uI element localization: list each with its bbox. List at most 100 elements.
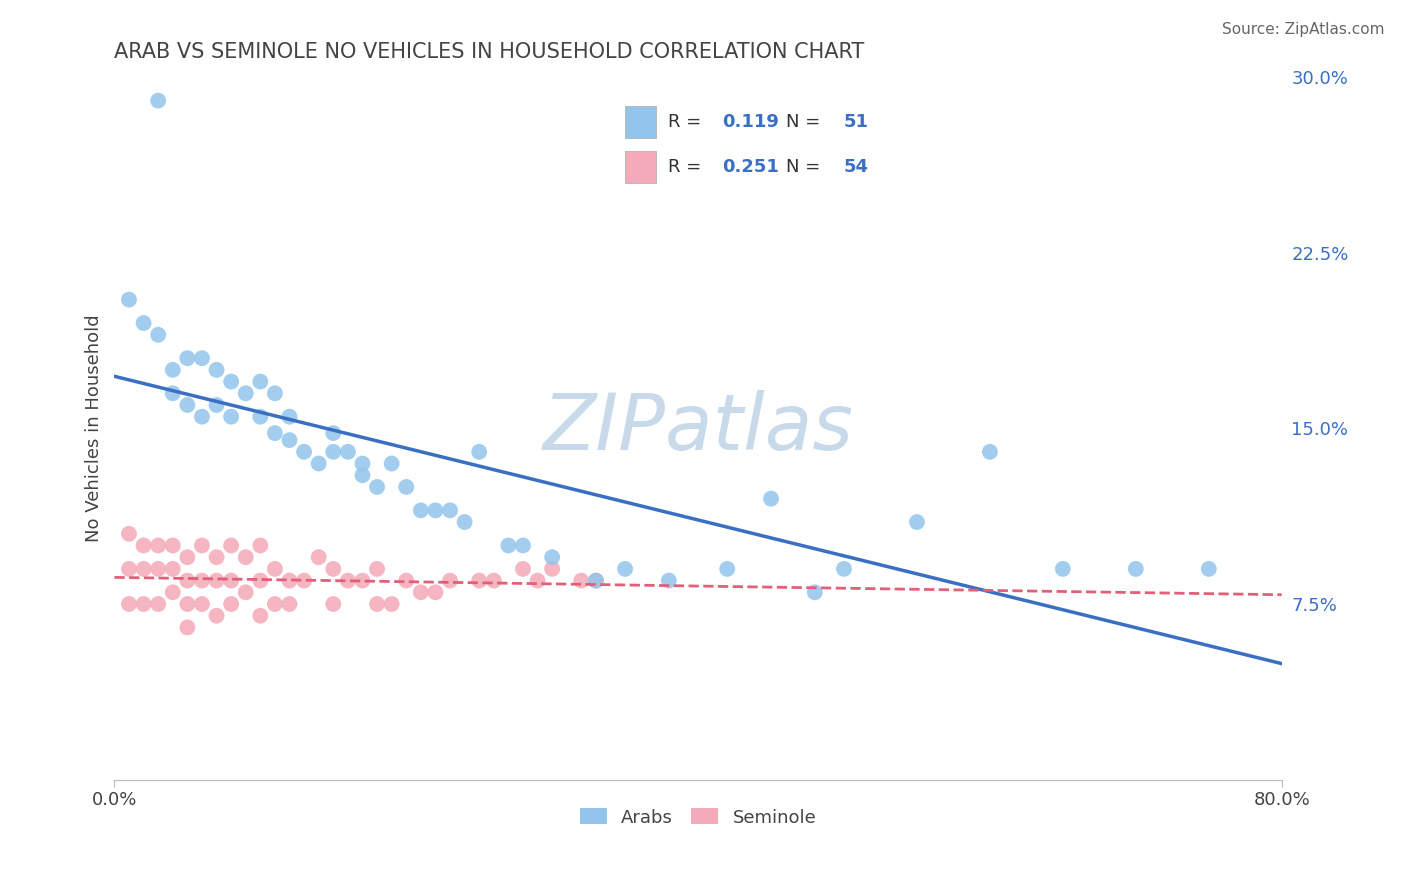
Point	[191, 574, 214, 588]
Point	[148, 562, 170, 576]
Point	[352, 457, 374, 471]
Point	[219, 574, 242, 588]
Point	[425, 503, 447, 517]
Point	[162, 363, 184, 377]
Point	[352, 574, 374, 588]
Point	[132, 597, 155, 611]
Point	[482, 574, 505, 588]
Point	[468, 445, 491, 459]
Point	[118, 293, 141, 307]
Point	[381, 597, 404, 611]
Point	[278, 574, 301, 588]
Text: ZIPatlas: ZIPatlas	[543, 391, 853, 467]
Legend: Arabs, Seminole: Arabs, Seminole	[572, 801, 824, 834]
Point	[205, 363, 228, 377]
Point	[512, 562, 534, 576]
Point	[191, 409, 214, 424]
Point	[219, 375, 242, 389]
Point	[205, 608, 228, 623]
Point	[395, 574, 418, 588]
Point	[264, 562, 287, 576]
Point	[366, 562, 388, 576]
Point	[658, 574, 681, 588]
Point	[832, 562, 855, 576]
Point	[264, 597, 287, 611]
Point	[162, 585, 184, 599]
Point	[409, 585, 432, 599]
Point	[614, 562, 637, 576]
Point	[541, 550, 564, 565]
Point	[292, 445, 315, 459]
Point	[409, 503, 432, 517]
Point	[322, 597, 344, 611]
Point	[292, 574, 315, 588]
Point	[235, 585, 257, 599]
Point	[453, 515, 475, 529]
Point	[219, 409, 242, 424]
Point	[148, 597, 170, 611]
Point	[905, 515, 928, 529]
Point	[205, 398, 228, 412]
Point	[132, 539, 155, 553]
Y-axis label: No Vehicles in Household: No Vehicles in Household	[86, 315, 103, 542]
Point	[205, 574, 228, 588]
Point	[191, 351, 214, 366]
Point	[439, 574, 461, 588]
Point	[264, 426, 287, 441]
Point	[1198, 562, 1220, 576]
Point	[162, 386, 184, 401]
Point	[249, 539, 271, 553]
Point	[366, 597, 388, 611]
Point	[176, 574, 198, 588]
Point	[219, 539, 242, 553]
Point	[979, 445, 1001, 459]
Point	[176, 351, 198, 366]
Point	[191, 597, 214, 611]
Point	[191, 539, 214, 553]
Point	[1125, 562, 1147, 576]
Point	[132, 316, 155, 330]
Point	[249, 574, 271, 588]
Point	[1052, 562, 1074, 576]
Point	[118, 597, 141, 611]
Point	[264, 386, 287, 401]
Text: Source: ZipAtlas.com: Source: ZipAtlas.com	[1222, 22, 1385, 37]
Point	[381, 457, 404, 471]
Point	[585, 574, 607, 588]
Point	[512, 539, 534, 553]
Point	[585, 574, 607, 588]
Point	[162, 562, 184, 576]
Text: ARAB VS SEMINOLE NO VEHICLES IN HOUSEHOLD CORRELATION CHART: ARAB VS SEMINOLE NO VEHICLES IN HOUSEHOL…	[114, 42, 865, 62]
Point	[541, 562, 564, 576]
Point	[278, 409, 301, 424]
Point	[249, 608, 271, 623]
Point	[336, 445, 359, 459]
Point	[148, 539, 170, 553]
Point	[235, 386, 257, 401]
Point	[439, 503, 461, 517]
Point	[235, 550, 257, 565]
Point	[308, 457, 330, 471]
Point	[176, 620, 198, 634]
Point	[148, 94, 170, 108]
Point	[366, 480, 388, 494]
Point	[118, 562, 141, 576]
Point	[336, 574, 359, 588]
Point	[352, 468, 374, 483]
Point	[278, 433, 301, 447]
Point	[219, 597, 242, 611]
Point	[162, 539, 184, 553]
Point	[148, 327, 170, 342]
Point	[278, 597, 301, 611]
Point	[322, 426, 344, 441]
Point	[308, 550, 330, 565]
Point	[569, 574, 592, 588]
Point	[804, 585, 827, 599]
Point	[716, 562, 738, 576]
Point	[249, 375, 271, 389]
Point	[526, 574, 548, 588]
Point	[322, 562, 344, 576]
Point	[132, 562, 155, 576]
Point	[425, 585, 447, 599]
Point	[176, 550, 198, 565]
